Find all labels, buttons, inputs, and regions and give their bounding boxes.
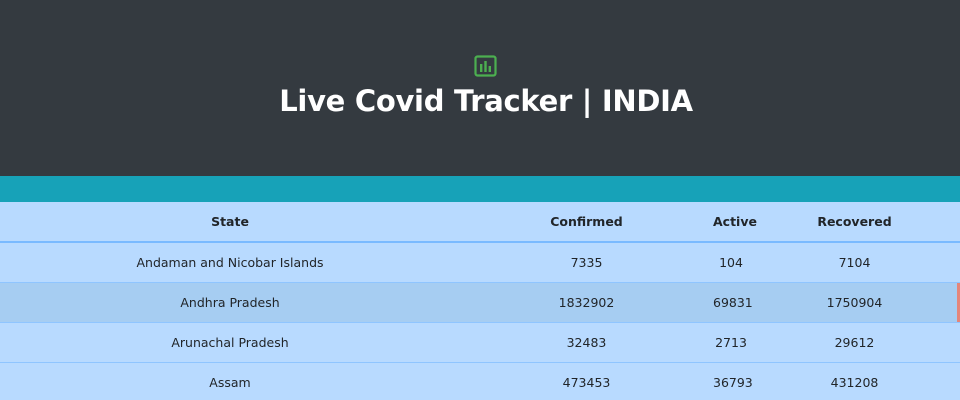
table-header-row: State Confirmed Active Recovered (0, 202, 960, 243)
page-title: Live Covid Tracker | INDIA (279, 84, 693, 118)
column-header-state[interactable]: State (0, 202, 460, 243)
column-header-active[interactable]: Active (713, 202, 757, 243)
table-row[interactable]: Arunachal Pradesh 32483 2713 29612 (0, 321, 960, 362)
bar-chart-icon (474, 55, 497, 77)
table-row[interactable]: Andhra Pradesh 1832902 69831 1750904 (0, 281, 960, 322)
state-cell: Assam (0, 361, 460, 400)
recovered-cell: 29612 (749, 321, 960, 362)
recovered-cell: 1750904 (749, 281, 960, 322)
state-cell: Andaman and Nicobar Islands (0, 241, 460, 282)
table-row[interactable]: Assam 473453 36793 431208 (0, 361, 960, 400)
active-cell: 36793 (713, 361, 753, 400)
accent-bar (0, 176, 960, 202)
column-header-recovered[interactable]: Recovered (749, 202, 960, 243)
state-cell: Andhra Pradesh (0, 281, 460, 322)
confirmed-cell: 1832902 (460, 281, 713, 322)
active-cell: 69831 (713, 281, 753, 322)
confirmed-cell: 7335 (460, 241, 713, 282)
table-row[interactable]: Andaman and Nicobar Islands 7335 104 710… (0, 241, 960, 282)
column-header-confirmed[interactable]: Confirmed (460, 202, 713, 243)
covid-table: State Confirmed Active Recovered Andaman… (0, 202, 960, 400)
page-header: Live Covid Tracker | INDIA (0, 0, 960, 176)
active-cell: 104 (713, 241, 749, 282)
confirmed-cell: 473453 (460, 361, 713, 400)
recovered-cell: 431208 (749, 361, 960, 400)
active-cell: 2713 (713, 321, 749, 362)
state-cell: Arunachal Pradesh (0, 321, 460, 362)
confirmed-cell: 32483 (460, 321, 713, 362)
recovered-cell: 7104 (749, 241, 960, 282)
